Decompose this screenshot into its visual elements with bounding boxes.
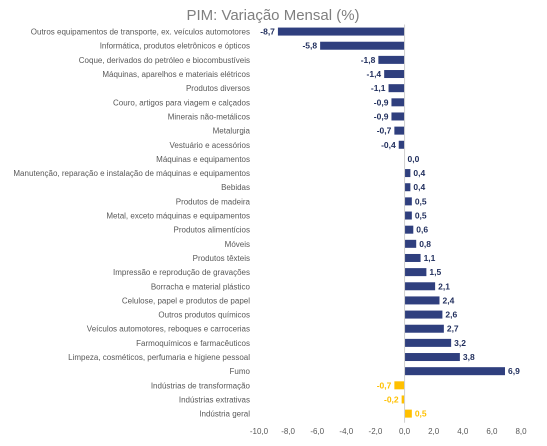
category-label: Limpeza, cosméticos, perfumaria e higien…: [68, 353, 250, 362]
category-label: Produtos têxteis: [193, 254, 250, 263]
x-tick-label: -6,0: [310, 427, 324, 436]
value-label: -0,7: [377, 380, 392, 390]
bar: [404, 197, 412, 206]
x-tick-label: 8,0: [515, 427, 527, 436]
bar: [277, 27, 405, 36]
value-label: 1,1: [424, 253, 436, 263]
value-label: -1,4: [367, 69, 382, 79]
category-label: Couro, artigos para viagem e calçados: [113, 98, 250, 107]
value-label: 0,6: [416, 225, 428, 235]
value-label: 2,1: [438, 281, 450, 291]
bar: [394, 381, 405, 390]
chart-title: PIM: Variação Mensal (%): [186, 7, 359, 24]
category-label: Fumo: [230, 367, 251, 376]
value-label: 0,8: [419, 239, 431, 249]
category-label: Metal, exceto máquinas e equipamentos: [106, 212, 250, 221]
bar: [404, 183, 411, 192]
value-label: 0,5: [415, 211, 427, 221]
value-label: 3,2: [454, 338, 466, 348]
value-label: 2,6: [445, 310, 457, 320]
category-label: Produtos alimentícios: [174, 226, 250, 235]
bar: [404, 353, 460, 362]
category-label: Outros produtos químicos: [158, 311, 250, 320]
category-label: Metalurgia: [213, 127, 251, 136]
x-tick-label: -8,0: [281, 427, 295, 436]
value-label: -0,4: [381, 140, 396, 150]
value-label: -0,2: [384, 394, 399, 404]
bar: [404, 324, 444, 333]
category-label: Indústria geral: [199, 410, 250, 419]
bar: [404, 310, 443, 319]
bar: [391, 112, 405, 121]
category-label: Máquinas, aparelhos e materiais elétrico…: [102, 70, 250, 79]
value-label: 1,5: [429, 267, 441, 277]
category-label: Indústrias extrativas: [179, 395, 250, 404]
value-label: 0,5: [415, 409, 427, 419]
value-labels: -8,7 -5,8 -1,8 -1,4 -1,1 -0,9 -0,9 -0,7 -0,4 0,0 0…: [260, 27, 520, 419]
category-labels: Outros equipamentos de transporte, ex. v…: [13, 28, 250, 419]
category-label: Celulose, papel e produtos de papel: [122, 296, 250, 305]
category-label: Móveis: [225, 240, 250, 249]
bar: [391, 98, 405, 107]
bar: [404, 239, 417, 248]
bar: [398, 140, 405, 149]
value-label: 2,7: [447, 324, 459, 334]
value-label: -5,8: [302, 41, 317, 51]
category-label: Coque, derivados do petróleo e biocombus…: [79, 56, 250, 65]
x-axis-ticks: -10,0 -8,0 -6,0 -4,0 -2,0 0,0 2,0 4,0 6,0 8,0: [250, 427, 527, 436]
bar: [394, 126, 405, 135]
bar: [404, 409, 412, 418]
category-label: Minerais não-metálicos: [168, 112, 250, 121]
bar: [404, 211, 412, 220]
value-label: 0,0: [408, 154, 420, 164]
category-label: Vestuário e acessórios: [170, 141, 251, 150]
value-label: 3,8: [463, 352, 475, 362]
category-label: Produtos diversos: [186, 84, 250, 93]
x-tick-label: 4,0: [457, 427, 469, 436]
value-label: -8,7: [260, 27, 275, 37]
bar: [404, 169, 411, 178]
value-label: -0,7: [377, 126, 392, 136]
value-label: 0,4: [413, 168, 425, 178]
bar: [401, 395, 405, 404]
value-label: 0,5: [415, 196, 427, 206]
category-label: Farmoquímicos e farmacêuticos: [136, 339, 250, 348]
value-label: -0,9: [374, 111, 389, 121]
category-label: Máquinas e equipamentos: [156, 155, 250, 164]
category-label: Informática, produtos eletrônicos e ópti…: [100, 42, 250, 51]
bar: [404, 282, 436, 291]
bar: [378, 55, 405, 64]
value-label: 6,9: [508, 366, 520, 376]
value-label: -1,1: [371, 83, 386, 93]
x-tick-label: -2,0: [369, 427, 383, 436]
bar: [388, 84, 405, 93]
category-label: Produtos de madeira: [176, 197, 251, 206]
category-label: Veículos automotores, reboques e carroce…: [87, 325, 250, 334]
bars-layer: [277, 27, 505, 418]
x-tick-label: 0,0: [399, 427, 411, 436]
category-label: Indústrias de transformação: [151, 381, 251, 390]
bar: [404, 253, 421, 262]
bar: [320, 41, 405, 50]
x-tick-label: 6,0: [486, 427, 498, 436]
bar: [404, 268, 427, 277]
value-label: 2,4: [442, 295, 454, 305]
value-label: 0,4: [413, 182, 425, 192]
value-label: -1,8: [361, 55, 376, 65]
bar: [404, 225, 414, 234]
category-label: Borracha e material plástico: [151, 282, 251, 291]
category-label: Outros equipamentos de transporte, ex. v…: [31, 28, 250, 37]
category-label: Bebidas: [221, 183, 250, 192]
x-tick-label: -10,0: [250, 427, 269, 436]
bar: [404, 367, 505, 376]
bar: [384, 70, 405, 79]
x-tick-label: 2,0: [428, 427, 440, 436]
bar: [404, 338, 452, 347]
bar: [404, 296, 440, 305]
value-label: -0,9: [374, 97, 389, 107]
category-label: Impressão e reprodução de gravações: [113, 268, 250, 277]
category-label: Manutenção, reparação e instalação de má…: [13, 169, 250, 178]
x-tick-label: -4,0: [339, 427, 353, 436]
